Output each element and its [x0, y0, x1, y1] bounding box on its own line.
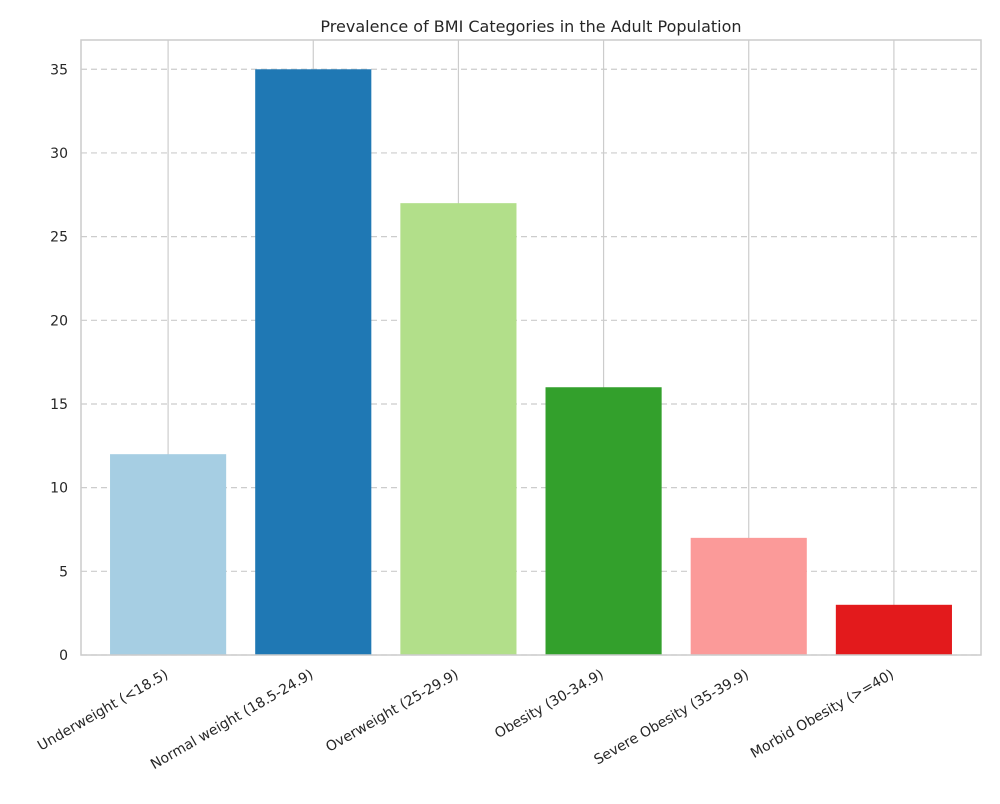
y-tick-label: 20: [50, 313, 68, 329]
bar: [110, 454, 227, 655]
chart-title: Prevalence of BMI Categories in the Adul…: [320, 17, 741, 36]
x-tick-label: Morbid Obesity (>=40): [748, 667, 897, 762]
x-tick-label: Severe Obesity (35-39.9): [591, 667, 751, 769]
bar: [690, 537, 807, 655]
grid-lines: [81, 40, 981, 656]
x-tick-label: Overweight (25-29.9): [323, 667, 461, 756]
x-tick-label: Obesity (30-34.9): [492, 667, 606, 742]
y-tick-label: 15: [50, 397, 68, 413]
y-tick-label: 5: [59, 564, 68, 580]
bar: [835, 604, 952, 655]
x-tick-label: Normal weight (18.5-24.9): [148, 667, 316, 773]
bar: [545, 387, 662, 655]
plot-frame: [80, 39, 982, 656]
bar-series: [110, 69, 952, 656]
y-tick-label: 10: [50, 481, 68, 497]
y-tick-label: 35: [50, 62, 68, 78]
bar: [400, 203, 517, 655]
bar: [255, 69, 372, 656]
y-tick-label: 30: [50, 146, 68, 162]
y-tick-label: 25: [50, 230, 68, 246]
y-tick-label: 0: [59, 648, 68, 664]
axes: [80, 39, 982, 656]
x-tick-label: Underweight (<18.5): [35, 667, 171, 755]
